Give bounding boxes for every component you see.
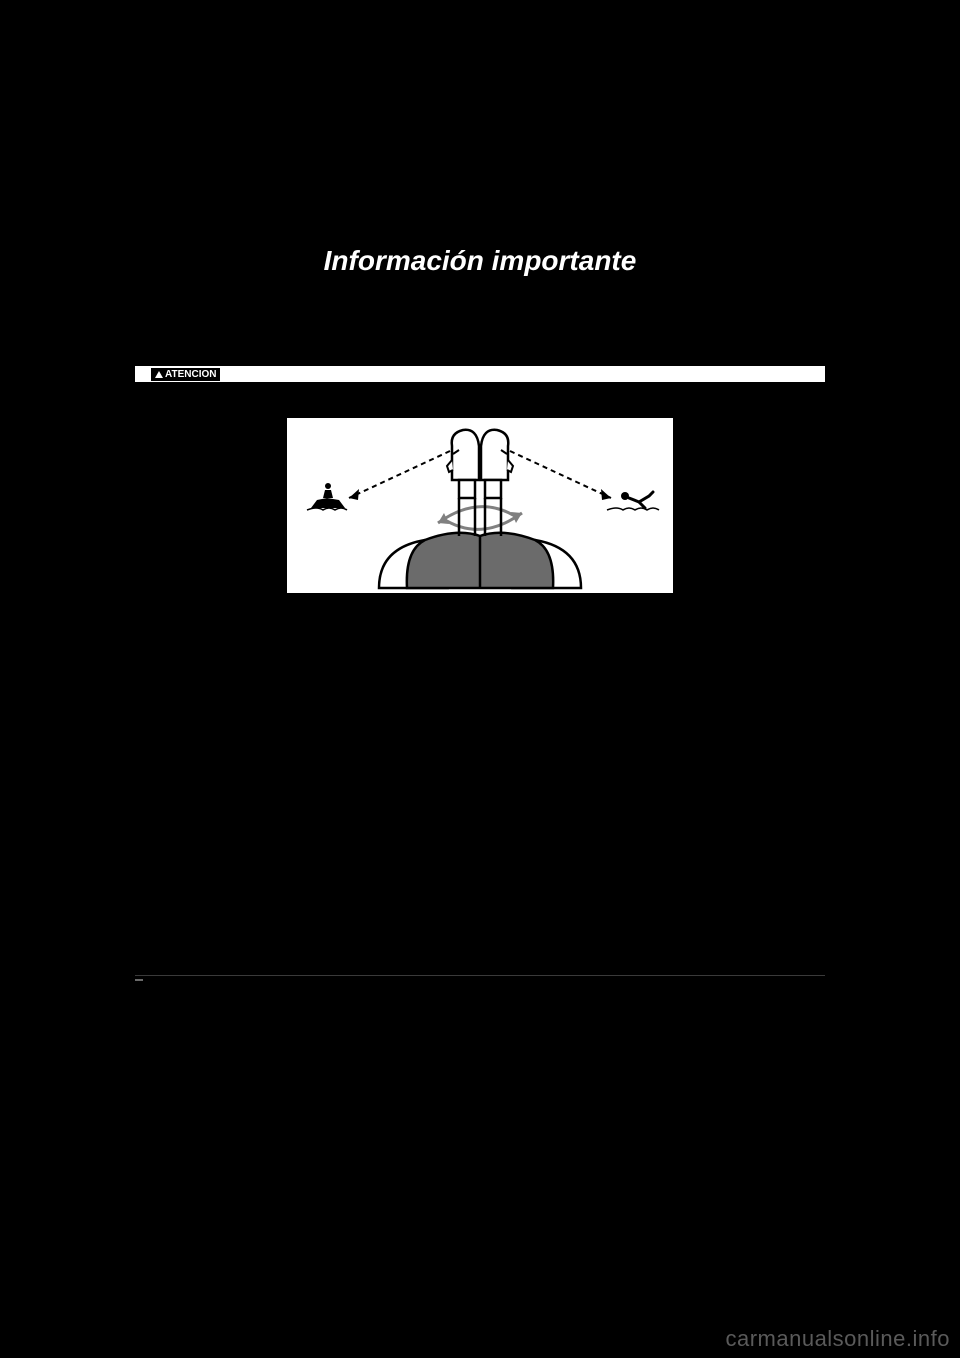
- illustration-svg: [287, 418, 673, 593]
- section-divider: [135, 975, 825, 976]
- swimmer-icon: [607, 492, 659, 510]
- turn-arrow-right: [442, 513, 522, 529]
- warning-triangle-icon: [155, 371, 163, 378]
- head-left: [447, 430, 479, 480]
- turn-arrow-left: [438, 507, 518, 523]
- warning-label-text: ATENCION: [165, 369, 216, 380]
- jetski-icon: [307, 483, 347, 510]
- neck-left: [459, 480, 475, 498]
- sight-line-left: [349, 451, 450, 498]
- head-right: [481, 430, 513, 480]
- sight-line-right: [510, 451, 611, 498]
- page-title: Información importante: [0, 245, 960, 277]
- safety-illustration: [287, 418, 673, 593]
- warning-bar: ATENCION: [135, 366, 825, 382]
- watermark-text: carmanualsonline.info: [725, 1326, 950, 1352]
- shoulders: [379, 498, 581, 588]
- ear-right: [507, 460, 513, 472]
- ear-left: [447, 460, 453, 472]
- warning-label: ATENCION: [151, 368, 220, 381]
- divider-marker: [135, 979, 143, 981]
- neck-right: [485, 480, 501, 498]
